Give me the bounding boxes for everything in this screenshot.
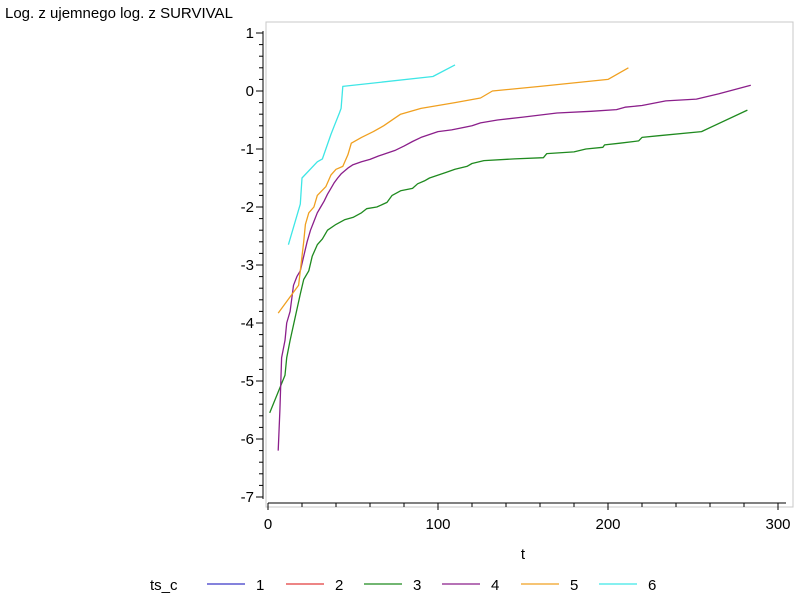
- plot-frame: [265, 21, 794, 508]
- legend-label-6: 6: [648, 577, 656, 594]
- y-tick-label: -7: [241, 489, 254, 506]
- legend-label-1: 1: [256, 577, 264, 594]
- axes: 1 0 -1 -2 -3 -4 -5 -6 -7 0 100 200 300: [241, 25, 791, 533]
- legend-label-4: 4: [491, 577, 499, 594]
- y-tick-label: -3: [241, 257, 254, 274]
- legend-label-5: 5: [570, 577, 578, 594]
- legend-label-2: 2: [335, 577, 343, 594]
- y-tick-label: -4: [241, 315, 254, 332]
- series-line-6: [287, 64, 456, 245]
- series-line-3: [269, 109, 748, 414]
- series-line-4: [277, 84, 751, 451]
- x-tick-label: 0: [264, 516, 272, 533]
- y-tick-label: 1: [246, 25, 254, 42]
- series-line-5: [277, 67, 629, 314]
- y-tick-label: -1: [241, 141, 254, 158]
- series-layer: [269, 64, 751, 451]
- y-tick-label: -2: [241, 199, 254, 216]
- y-tick-label: -5: [241, 373, 254, 390]
- legend-title: ts_c: [150, 577, 178, 594]
- y-axis-label: Log. z ujemnego log. z SURVIVAL: [5, 5, 233, 22]
- legend: ts_c 1 2 3 4 5 6: [150, 577, 656, 594]
- x-axis-label: t: [521, 546, 526, 563]
- x-tick-label: 300: [765, 516, 790, 533]
- legend-label-3: 3: [413, 577, 421, 594]
- y-tick-label: -6: [241, 431, 254, 448]
- y-tick-label: 0: [246, 83, 254, 100]
- x-tick-label: 200: [595, 516, 620, 533]
- x-tick-label: 100: [425, 516, 450, 533]
